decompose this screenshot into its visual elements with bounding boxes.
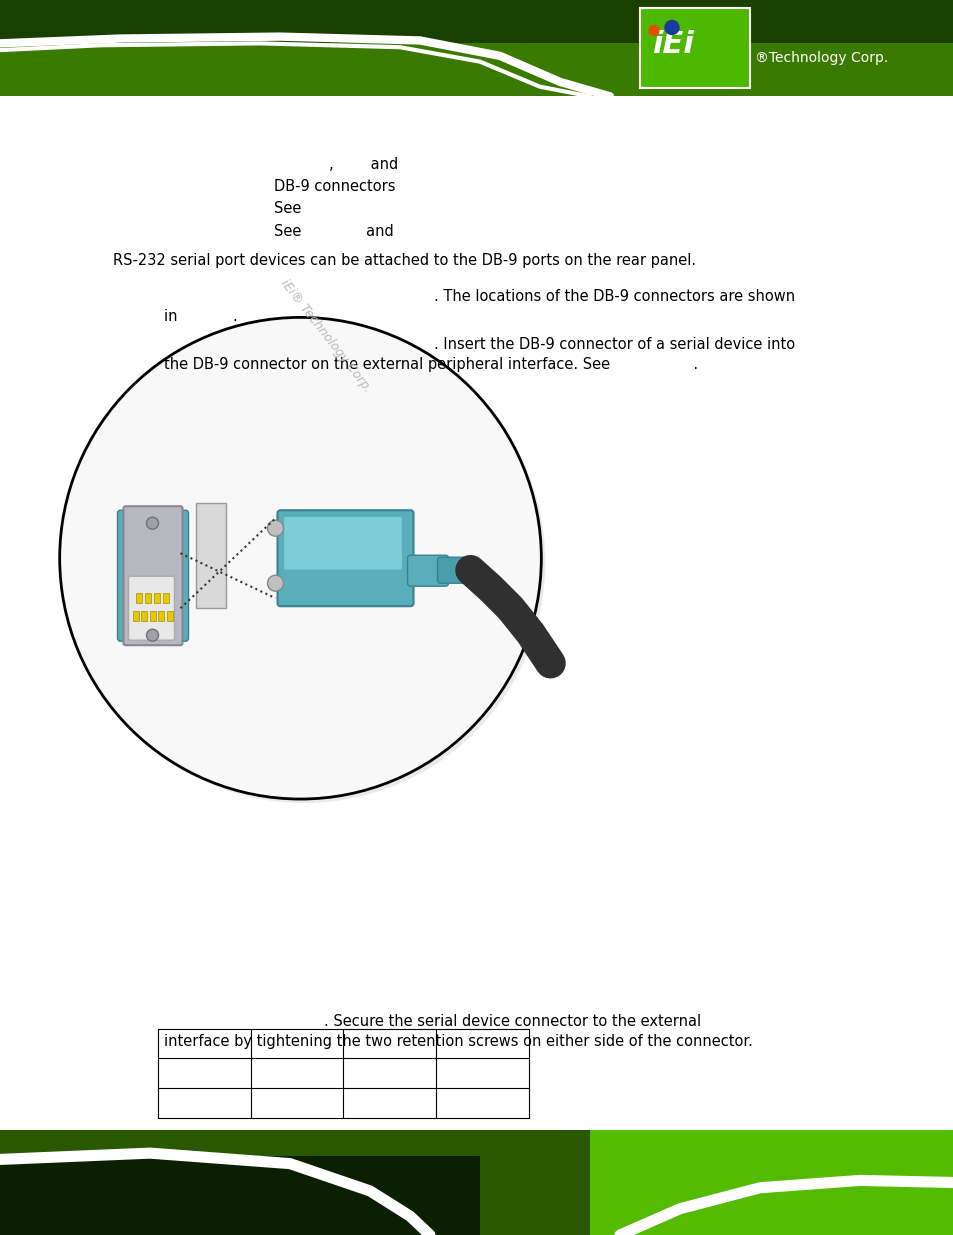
Text: . Secure the serial device connector to the external: . Secure the serial device connector to … xyxy=(324,1014,700,1029)
Circle shape xyxy=(267,520,283,536)
Text: the DB-9 connector on the external peripheral interface. See                  .: the DB-9 connector on the external perip… xyxy=(164,357,698,372)
Bar xyxy=(141,611,147,621)
Circle shape xyxy=(267,576,283,592)
Bar xyxy=(158,611,164,621)
FancyBboxPatch shape xyxy=(123,506,182,645)
Bar xyxy=(167,611,172,621)
Bar xyxy=(589,1130,953,1235)
Bar xyxy=(0,0,953,96)
Circle shape xyxy=(60,317,540,799)
Bar xyxy=(0,1130,953,1235)
Text: ®Technology Corp.: ®Technology Corp. xyxy=(754,51,887,64)
Text: See              and: See and xyxy=(274,224,394,238)
Text: iEi: iEi xyxy=(652,30,693,58)
Bar xyxy=(639,7,749,89)
Text: . Insert the DB-9 connector of a serial device into: . Insert the DB-9 connector of a serial … xyxy=(434,337,795,352)
Text: RS-232 serial port devices can be attached to the DB-9 ports on the rear panel.: RS-232 serial port devices can be attach… xyxy=(112,253,695,268)
FancyBboxPatch shape xyxy=(407,556,448,587)
Bar xyxy=(144,593,151,603)
Text: ,        and: , and xyxy=(329,157,398,172)
Text: iEi® Technology Corp.: iEi® Technology Corp. xyxy=(277,277,374,394)
FancyBboxPatch shape xyxy=(117,510,189,641)
Circle shape xyxy=(147,517,158,530)
Bar xyxy=(162,593,169,603)
Bar xyxy=(153,593,159,603)
Bar xyxy=(150,611,155,621)
Circle shape xyxy=(147,629,158,641)
Bar xyxy=(0,0,953,43)
Text: . The locations of the DB-9 connectors are shown: . The locations of the DB-9 connectors a… xyxy=(434,289,795,304)
Circle shape xyxy=(64,321,545,803)
Bar xyxy=(132,611,138,621)
Text: in            .: in . xyxy=(164,309,237,324)
Bar xyxy=(135,593,141,603)
FancyBboxPatch shape xyxy=(277,510,413,606)
FancyBboxPatch shape xyxy=(129,577,174,640)
FancyBboxPatch shape xyxy=(437,557,473,583)
Bar xyxy=(0,1156,479,1235)
Circle shape xyxy=(648,26,659,36)
Polygon shape xyxy=(195,503,225,608)
Text: See: See xyxy=(274,201,301,216)
Text: interface by tightening the two retention screws on either side of the connector: interface by tightening the two retentio… xyxy=(164,1034,752,1049)
FancyBboxPatch shape xyxy=(283,516,402,571)
Text: DB-9 connectors: DB-9 connectors xyxy=(274,179,395,194)
Circle shape xyxy=(664,21,679,35)
